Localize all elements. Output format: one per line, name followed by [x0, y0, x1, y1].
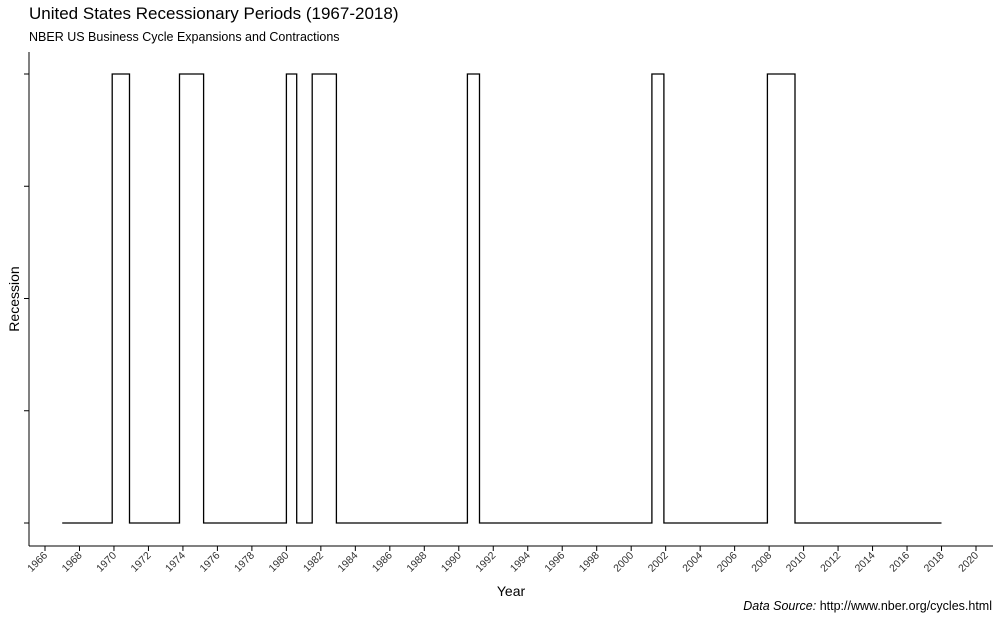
x-tick-label: 1976: [198, 550, 223, 575]
caption-value: http://www.nber.org/cycles.html: [819, 599, 992, 613]
x-tick-label: 2002: [646, 550, 671, 575]
x-tick-label: 1966: [25, 550, 50, 575]
x-tick-label: 1988: [404, 550, 429, 575]
x-tick-label: 1970: [94, 550, 119, 575]
x-tick-label: 2014: [853, 550, 878, 575]
x-tick-label: 1982: [301, 550, 326, 575]
x-axis-label: Year: [496, 583, 526, 599]
x-tick-label: 2010: [784, 550, 809, 575]
x-tick-label: 1998: [577, 550, 602, 575]
x-tick-label: 2018: [922, 550, 947, 575]
x-tick-label: 2020: [956, 550, 981, 575]
x-ticks: 1966 1968 1970 1972 1974 1976 1978 1980 1982 1984…: [25, 546, 981, 575]
x-tick-label: 1968: [60, 550, 85, 575]
x-tick-label: 2012: [818, 550, 843, 575]
chart-subtitle: NBER US Business Cycle Expansions and Co…: [29, 30, 340, 44]
chart-title: United States Recessionary Periods (1967…: [29, 4, 399, 23]
x-tick-label: 2008: [749, 550, 774, 575]
x-tick-label: 2000: [611, 550, 636, 575]
y-axis-label: Recession: [6, 266, 22, 332]
x-tick-label: 1990: [439, 550, 464, 575]
x-tick-label: 1974: [163, 550, 188, 575]
data-source-caption: Data Source: http://www.nber.org/cycles.…: [743, 599, 992, 613]
x-tick-label: 1992: [473, 550, 498, 575]
x-tick-label: 2006: [715, 550, 740, 575]
x-tick-label: 1978: [232, 550, 257, 575]
x-tick-label: 2004: [680, 550, 705, 575]
caption-label: Data Source:: [743, 599, 817, 613]
x-tick-label: 1986: [370, 550, 395, 575]
x-tick-label: 1972: [129, 550, 154, 575]
recession-series-line: [62, 73, 942, 524]
x-tick-label: 1984: [335, 550, 360, 575]
x-tick-label: 1980: [266, 550, 291, 575]
x-tick-label: 1996: [542, 550, 567, 575]
x-tick-label: 2016: [887, 550, 912, 575]
x-tick-label: 1994: [508, 550, 533, 575]
y-ticks: [24, 73, 29, 524]
